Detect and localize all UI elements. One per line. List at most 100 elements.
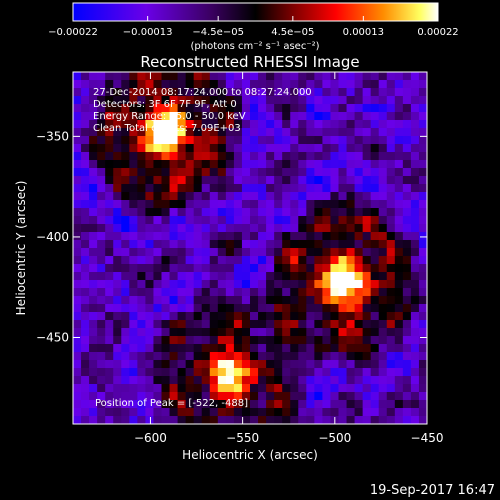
heatmap-cell bbox=[298, 104, 307, 113]
heatmap-cell bbox=[282, 264, 291, 273]
heatmap-cell bbox=[89, 232, 98, 241]
heatmap-cell bbox=[81, 376, 90, 385]
heatmap-cell bbox=[129, 400, 138, 409]
y-tick-label: −450 bbox=[36, 331, 69, 345]
heatmap-cell bbox=[209, 384, 219, 393]
heatmap-cell bbox=[314, 120, 324, 129]
heatmap-cell bbox=[89, 288, 98, 297]
heatmap-cell bbox=[209, 176, 219, 185]
heatmap-cell bbox=[89, 200, 98, 209]
x-tick-label: −550 bbox=[226, 431, 259, 445]
heatmap-cell bbox=[169, 96, 179, 105]
heatmap-cell bbox=[330, 312, 340, 321]
heatmap-cell bbox=[225, 312, 235, 321]
heatmap-cell bbox=[209, 264, 219, 273]
heatmap-cell bbox=[201, 176, 211, 185]
heatmap-cell bbox=[394, 88, 404, 97]
heatmap-cell bbox=[314, 208, 324, 217]
heatmap-cell bbox=[217, 408, 227, 417]
heatmap-cell bbox=[330, 232, 340, 241]
heatmap-cell bbox=[378, 168, 388, 177]
heatmap-cell bbox=[201, 272, 211, 281]
heatmap-cell bbox=[193, 168, 203, 177]
heatmap-cell bbox=[225, 144, 235, 153]
heatmap-cell bbox=[233, 368, 243, 377]
heatmap-cell bbox=[418, 336, 427, 345]
heatmap-cell bbox=[161, 80, 171, 89]
heatmap-cell bbox=[185, 104, 195, 113]
heatmap-cell bbox=[298, 112, 307, 121]
heatmap-cell bbox=[161, 296, 171, 305]
heatmap-cell bbox=[89, 88, 98, 97]
heatmap-cell bbox=[137, 176, 147, 185]
heatmap-cell bbox=[217, 296, 227, 305]
heatmap-cell bbox=[314, 224, 324, 233]
heatmap-cell bbox=[258, 312, 267, 321]
heatmap-cell bbox=[97, 96, 106, 105]
heatmap-cell bbox=[113, 216, 122, 225]
heatmap-cell bbox=[266, 168, 275, 177]
heatmap-cell bbox=[354, 128, 364, 137]
heatmap-cell bbox=[73, 72, 82, 81]
heatmap-cell bbox=[185, 392, 195, 401]
heatmap-cell bbox=[370, 200, 380, 209]
heatmap-cell bbox=[258, 304, 267, 313]
heatmap-cell bbox=[378, 280, 388, 289]
heatmap-cell bbox=[105, 80, 114, 89]
heatmap-cell bbox=[394, 208, 404, 217]
heatmap-cell bbox=[113, 336, 122, 345]
heatmap-cell bbox=[354, 112, 364, 121]
heatmap-cell bbox=[362, 224, 372, 233]
heatmap-cell bbox=[153, 72, 163, 81]
heatmap-cell bbox=[233, 96, 243, 105]
heatmap-cell bbox=[145, 392, 155, 401]
y-tick-label: −350 bbox=[36, 129, 69, 143]
heatmap-cell bbox=[290, 168, 299, 177]
heatmap-cell bbox=[298, 312, 307, 321]
x-tick-label: −450 bbox=[411, 431, 444, 445]
heatmap-cell bbox=[129, 168, 138, 177]
heatmap-cell bbox=[410, 312, 420, 321]
heatmap-cell bbox=[282, 392, 291, 401]
heatmap-cell bbox=[330, 96, 340, 105]
heatmap-cell bbox=[282, 336, 291, 345]
heatmap-cell bbox=[97, 248, 106, 257]
heatmap-cell bbox=[241, 96, 251, 105]
heatmap-cell bbox=[394, 160, 404, 169]
heatmap-cell bbox=[193, 272, 203, 281]
heatmap-cell bbox=[338, 416, 348, 424]
heatmap-cell bbox=[370, 72, 380, 81]
heatmap-cell bbox=[370, 352, 380, 361]
heatmap-cell bbox=[97, 104, 106, 113]
heatmap-cell bbox=[105, 392, 114, 401]
heatmap-cell bbox=[250, 160, 259, 169]
heatmap-cell bbox=[105, 248, 114, 257]
heatmap-cell bbox=[250, 176, 259, 185]
heatmap-cell bbox=[402, 104, 412, 113]
heatmap-cell bbox=[97, 128, 106, 137]
heatmap-cell bbox=[290, 72, 299, 81]
heatmap-cell bbox=[266, 352, 275, 361]
heatmap-cell bbox=[410, 360, 420, 369]
heatmap-cell bbox=[410, 328, 420, 337]
heatmap-cell bbox=[410, 376, 420, 385]
heatmap-cell bbox=[177, 264, 187, 273]
heatmap-cell bbox=[241, 400, 251, 409]
heatmap-cell bbox=[298, 192, 307, 201]
heatmap-cell bbox=[169, 128, 179, 137]
heatmap-cell bbox=[121, 208, 130, 217]
heatmap-cell bbox=[418, 368, 427, 377]
heatmap-cell bbox=[169, 208, 179, 217]
heatmap-cell bbox=[410, 160, 420, 169]
heatmap-cell bbox=[330, 288, 340, 297]
heatmap-cell bbox=[217, 352, 227, 361]
heatmap-cell bbox=[89, 280, 98, 289]
heatmap-cell bbox=[241, 336, 251, 345]
heatmap-cell bbox=[266, 128, 275, 137]
heatmap-cell bbox=[338, 344, 348, 353]
heatmap-cell bbox=[250, 272, 259, 281]
heatmap-cell bbox=[121, 336, 130, 345]
heatmap-cell bbox=[330, 328, 340, 337]
heatmap-cell bbox=[418, 128, 427, 137]
heatmap-cell bbox=[258, 88, 267, 97]
